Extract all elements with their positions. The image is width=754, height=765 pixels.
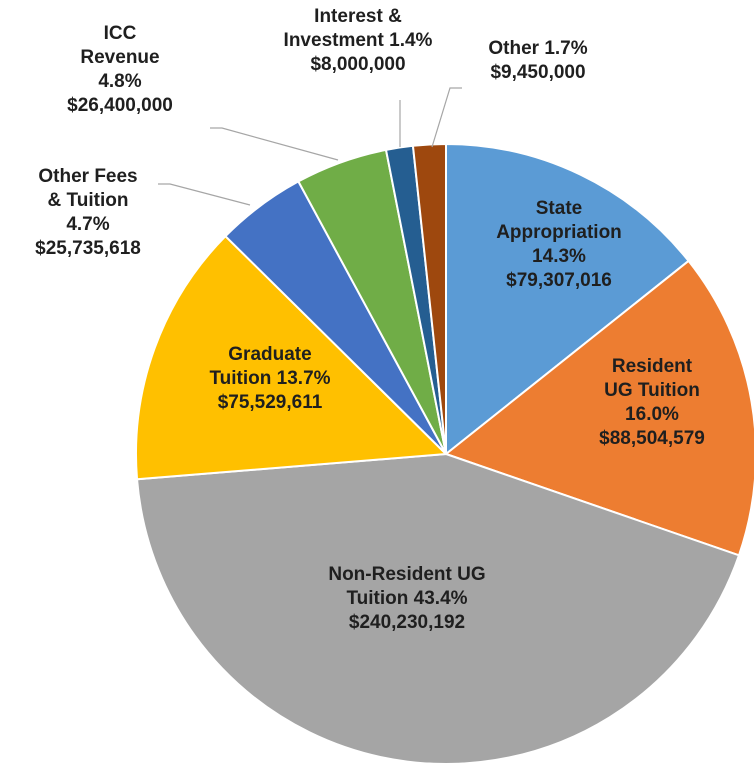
label-amount: $79,307,016 <box>506 270 612 291</box>
data-label: Interest & Investment 1.4% $8,000,000 <box>284 5 433 77</box>
label-percent: 16.0% <box>625 404 679 425</box>
label-amount: $26,400,000 <box>67 95 173 116</box>
pie-slice <box>445 142 690 457</box>
label-category: State Appropriation <box>496 198 622 243</box>
label-percent: 43.4% <box>413 588 468 609</box>
label-amount: $25,735,618 <box>35 238 141 259</box>
leader-line <box>210 127 339 161</box>
label-percent: 4.7% <box>66 214 110 235</box>
label-amount: $9,450,000 <box>490 62 586 83</box>
pie-slice <box>443 259 754 557</box>
data-label: Non-Resident UG Tuition 43.4% $240,230,1… <box>328 563 485 635</box>
label-percent: 13.7% <box>276 368 331 389</box>
data-label: Other Fees & Tuition 4.7% $25,735,618 <box>35 165 141 261</box>
data-label: Resident UG Tuition 16.0% $88,504,579 <box>599 355 705 451</box>
label-category: Interest & Investment <box>283 6 402 51</box>
label-percent: 4.8% <box>98 71 142 92</box>
pie-slice <box>135 234 449 481</box>
label-percent: 1.4% <box>389 30 433 51</box>
leader-line <box>431 87 462 148</box>
label-amount: $88,504,579 <box>599 428 705 449</box>
label-amount: $75,529,611 <box>217 392 323 413</box>
data-label: State Appropriation 14.3% $79,307,016 <box>496 197 622 293</box>
label-category: Graduate Tuition <box>209 344 312 389</box>
data-label: Graduate Tuition 13.7% $75,529,611 <box>209 343 330 415</box>
data-label: ICC Revenue 4.8% $26,400,000 <box>67 22 173 118</box>
label-amount: $8,000,000 <box>310 54 406 75</box>
label-category: ICC Revenue <box>80 23 160 68</box>
leader-line <box>158 183 251 206</box>
data-label: Other 1.7% $9,450,000 <box>488 37 587 85</box>
pie-slice <box>135 452 741 765</box>
label-percent: 14.3% <box>532 246 586 267</box>
label-category: Non-Resident UG Tuition <box>328 564 486 609</box>
label-category: Other <box>488 38 540 59</box>
pie-slice <box>411 142 447 455</box>
label-category: Other Fees & Tuition <box>38 166 138 211</box>
label-category: Resident UG Tuition <box>604 356 700 401</box>
label-percent: 1.7% <box>544 38 588 59</box>
label-amount: $240,230,192 <box>348 612 466 633</box>
